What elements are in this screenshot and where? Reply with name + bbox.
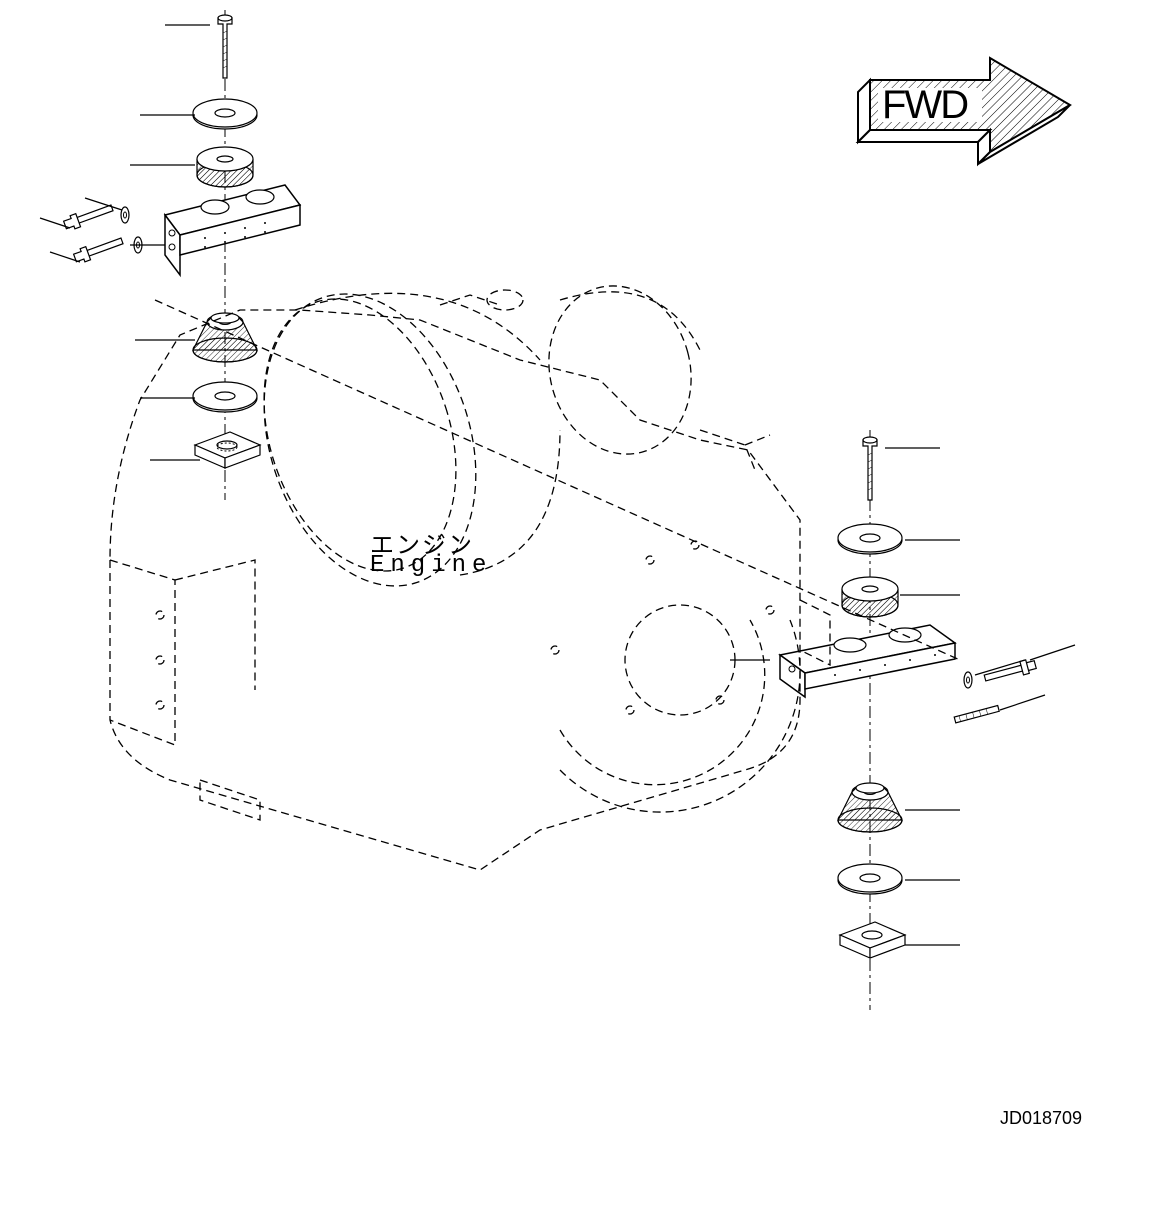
bolt-bottom-right [863, 437, 877, 500]
side-bolt-2-bottom-right [954, 705, 999, 722]
cushion-lower-bottom-right [838, 783, 902, 832]
technical-diagram: FWD [0, 0, 1163, 1232]
side-bolt-1-bottom-right [983, 658, 1037, 685]
bolt-top-left [218, 15, 232, 78]
engine-label-en: Engine [370, 552, 492, 579]
leader-line [1000, 695, 1045, 710]
square-plate-bottom-right [840, 922, 905, 958]
top-left-stack [40, 10, 300, 500]
drawing-id: JD018709 [1000, 1108, 1082, 1129]
cushion-lower-top-left [193, 313, 257, 362]
washer-flat-lower-top-left [193, 382, 257, 412]
square-plate-top-left [195, 432, 260, 468]
bottom-right-stack [730, 430, 1075, 1010]
leader-line [1030, 645, 1075, 660]
washer-flat-top-left [193, 99, 257, 129]
fwd-label: FWD [882, 83, 967, 127]
fwd-arrow: FWD [858, 58, 1070, 164]
bracket-bottom-right [780, 625, 955, 697]
side-bolt-2-top-left [73, 234, 125, 264]
bracket-top-left [165, 185, 300, 275]
washer-flat-bottom-right [838, 524, 902, 554]
side-bolt-1-top-left [63, 201, 115, 231]
side-washer-1-top-left [121, 207, 129, 223]
washer-lower-bottom-right [838, 864, 902, 894]
bushing-top-left [197, 147, 253, 187]
side-washer-1-bottom-right [964, 672, 972, 688]
